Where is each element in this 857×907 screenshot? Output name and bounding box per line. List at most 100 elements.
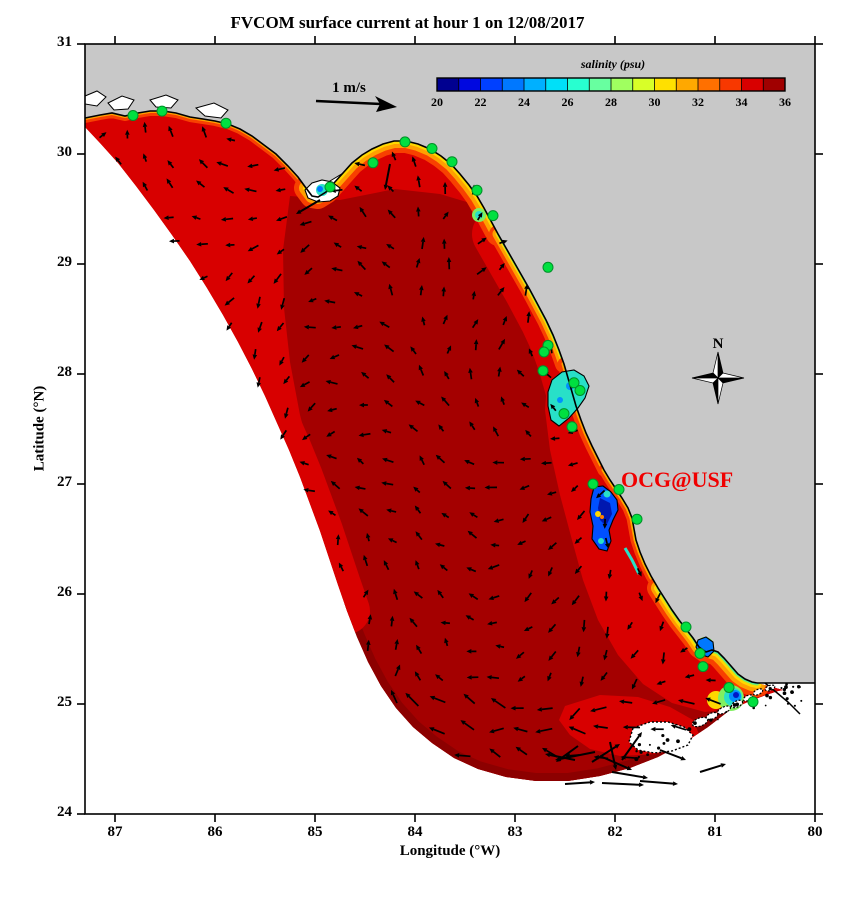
- vector-arrow: [251, 163, 259, 167]
- vector-arrow-head: [415, 257, 421, 264]
- vector-arrow: [333, 483, 341, 490]
- vector-arrow-head: [330, 480, 337, 486]
- vector-arrow-head: [522, 517, 528, 524]
- x-tick-label: 86: [207, 824, 223, 840]
- vector-arrow: [445, 642, 449, 647]
- vector-arrow-head: [216, 161, 222, 166]
- vector-arrow: [281, 297, 286, 306]
- vector-arrow: [227, 188, 234, 194]
- vector-arrow: [285, 375, 291, 381]
- vector-arrow: [390, 188, 395, 193]
- vector-arrow-head: [225, 275, 231, 282]
- colorbar-cell: [632, 78, 655, 91]
- vector-arrow-head: [435, 542, 441, 548]
- vector-arrow: [412, 426, 419, 433]
- vector-arrow: [144, 126, 147, 133]
- vector-arrow-head: [301, 357, 307, 363]
- vector-arrow: [699, 764, 722, 773]
- vector-arrow-head: [280, 434, 285, 440]
- vector-arrow-head: [454, 753, 460, 758]
- vector-arrow-head: [324, 299, 330, 304]
- vector-arrow-head: [396, 664, 401, 671]
- vector-arrow: [493, 727, 504, 732]
- vector-arrow: [633, 678, 638, 686]
- island-speckle: [782, 691, 787, 696]
- vector-arrow: [412, 621, 418, 628]
- keys-speckle: [764, 704, 767, 707]
- vector-arrow-head: [329, 354, 336, 360]
- vector-arrow-head: [389, 615, 395, 622]
- vector-arrow: [304, 354, 310, 360]
- x-axis-label: Longitude (°W): [399, 843, 501, 859]
- x-tick-label: 80: [807, 824, 823, 840]
- vector-arrow: [169, 130, 174, 138]
- vector-arrow-head: [257, 327, 262, 333]
- vector-arrow: [280, 215, 288, 220]
- vector-arrow: [361, 210, 367, 218]
- vector-arrow: [331, 407, 337, 411]
- vector-arrow-head: [568, 726, 575, 731]
- vector-arrow: [656, 592, 661, 600]
- vector-arrow-head: [489, 748, 495, 754]
- biscayne-navy: [733, 692, 739, 698]
- vector-arrow-head: [437, 589, 443, 596]
- vector-arrow-head: [602, 523, 608, 529]
- vector-arrow: [539, 727, 553, 733]
- vector-arrow: [144, 157, 148, 162]
- vector-arrow-head: [361, 371, 367, 377]
- vector-arrow-head: [168, 238, 175, 244]
- vector-arrow: [604, 537, 608, 544]
- vector-arrow-head: [142, 121, 148, 128]
- vector-arrow: [577, 537, 583, 542]
- station-dot: [613, 484, 625, 495]
- vector-arrow-head: [551, 599, 557, 605]
- keys-speckle: [765, 693, 769, 698]
- vector-arrow-head: [328, 215, 334, 220]
- vector-arrow-head: [493, 518, 500, 523]
- tampa-bay-orange: [600, 515, 604, 519]
- vector-arrow: [550, 623, 557, 630]
- colorbar-tick-label: 20: [431, 95, 443, 109]
- vector-arrow-head: [196, 180, 202, 186]
- vector-arrow: [476, 269, 484, 276]
- vector-arrow: [307, 267, 313, 273]
- vector-arrow: [470, 568, 477, 573]
- station-dot: [542, 261, 554, 273]
- vector-arrow-head: [526, 311, 531, 317]
- colorbar-cell: [437, 78, 459, 91]
- station-dot: [568, 377, 580, 389]
- vector-arrow-head: [463, 693, 469, 699]
- crystal-river-blue2: [557, 397, 563, 403]
- choctawhatchee-bay: [107, 95, 135, 111]
- vector-arrow: [471, 425, 476, 431]
- vector-arrow-head: [247, 163, 253, 169]
- vector-arrow: [415, 262, 419, 268]
- vector-arrow: [203, 275, 208, 279]
- tampa-bay-cyan1: [603, 490, 611, 498]
- vector-arrow-head: [167, 160, 173, 166]
- vector-arrow-head: [593, 724, 599, 729]
- vector-arrow: [250, 275, 256, 281]
- vector-arrow: [464, 722, 475, 731]
- vector-arrow-head: [356, 457, 363, 463]
- salinity-35-36: [283, 189, 783, 781]
- vector-arrow-head: [614, 744, 620, 749]
- vector-arrow: [421, 459, 425, 466]
- vector-arrow-head: [283, 378, 289, 385]
- vector-arrow-head: [486, 675, 492, 680]
- vector-arrow-head: [384, 344, 390, 350]
- vector-arrow: [621, 735, 640, 761]
- vector-arrow: [220, 162, 229, 167]
- vector-arrow-head: [473, 319, 479, 325]
- vector-arrow-head: [414, 671, 420, 677]
- vector-arrow: [312, 297, 317, 301]
- vector-arrow-head: [626, 765, 632, 771]
- vector-arrow: [393, 155, 397, 161]
- vector-arrow: [524, 513, 530, 520]
- vector-arrow: [364, 559, 369, 567]
- vector-arrow-head: [490, 698, 497, 703]
- vector-arrow: [438, 457, 446, 464]
- vector-arrow: [390, 509, 397, 513]
- vector-arrow-head: [515, 653, 522, 659]
- keys-speckle: [657, 746, 661, 750]
